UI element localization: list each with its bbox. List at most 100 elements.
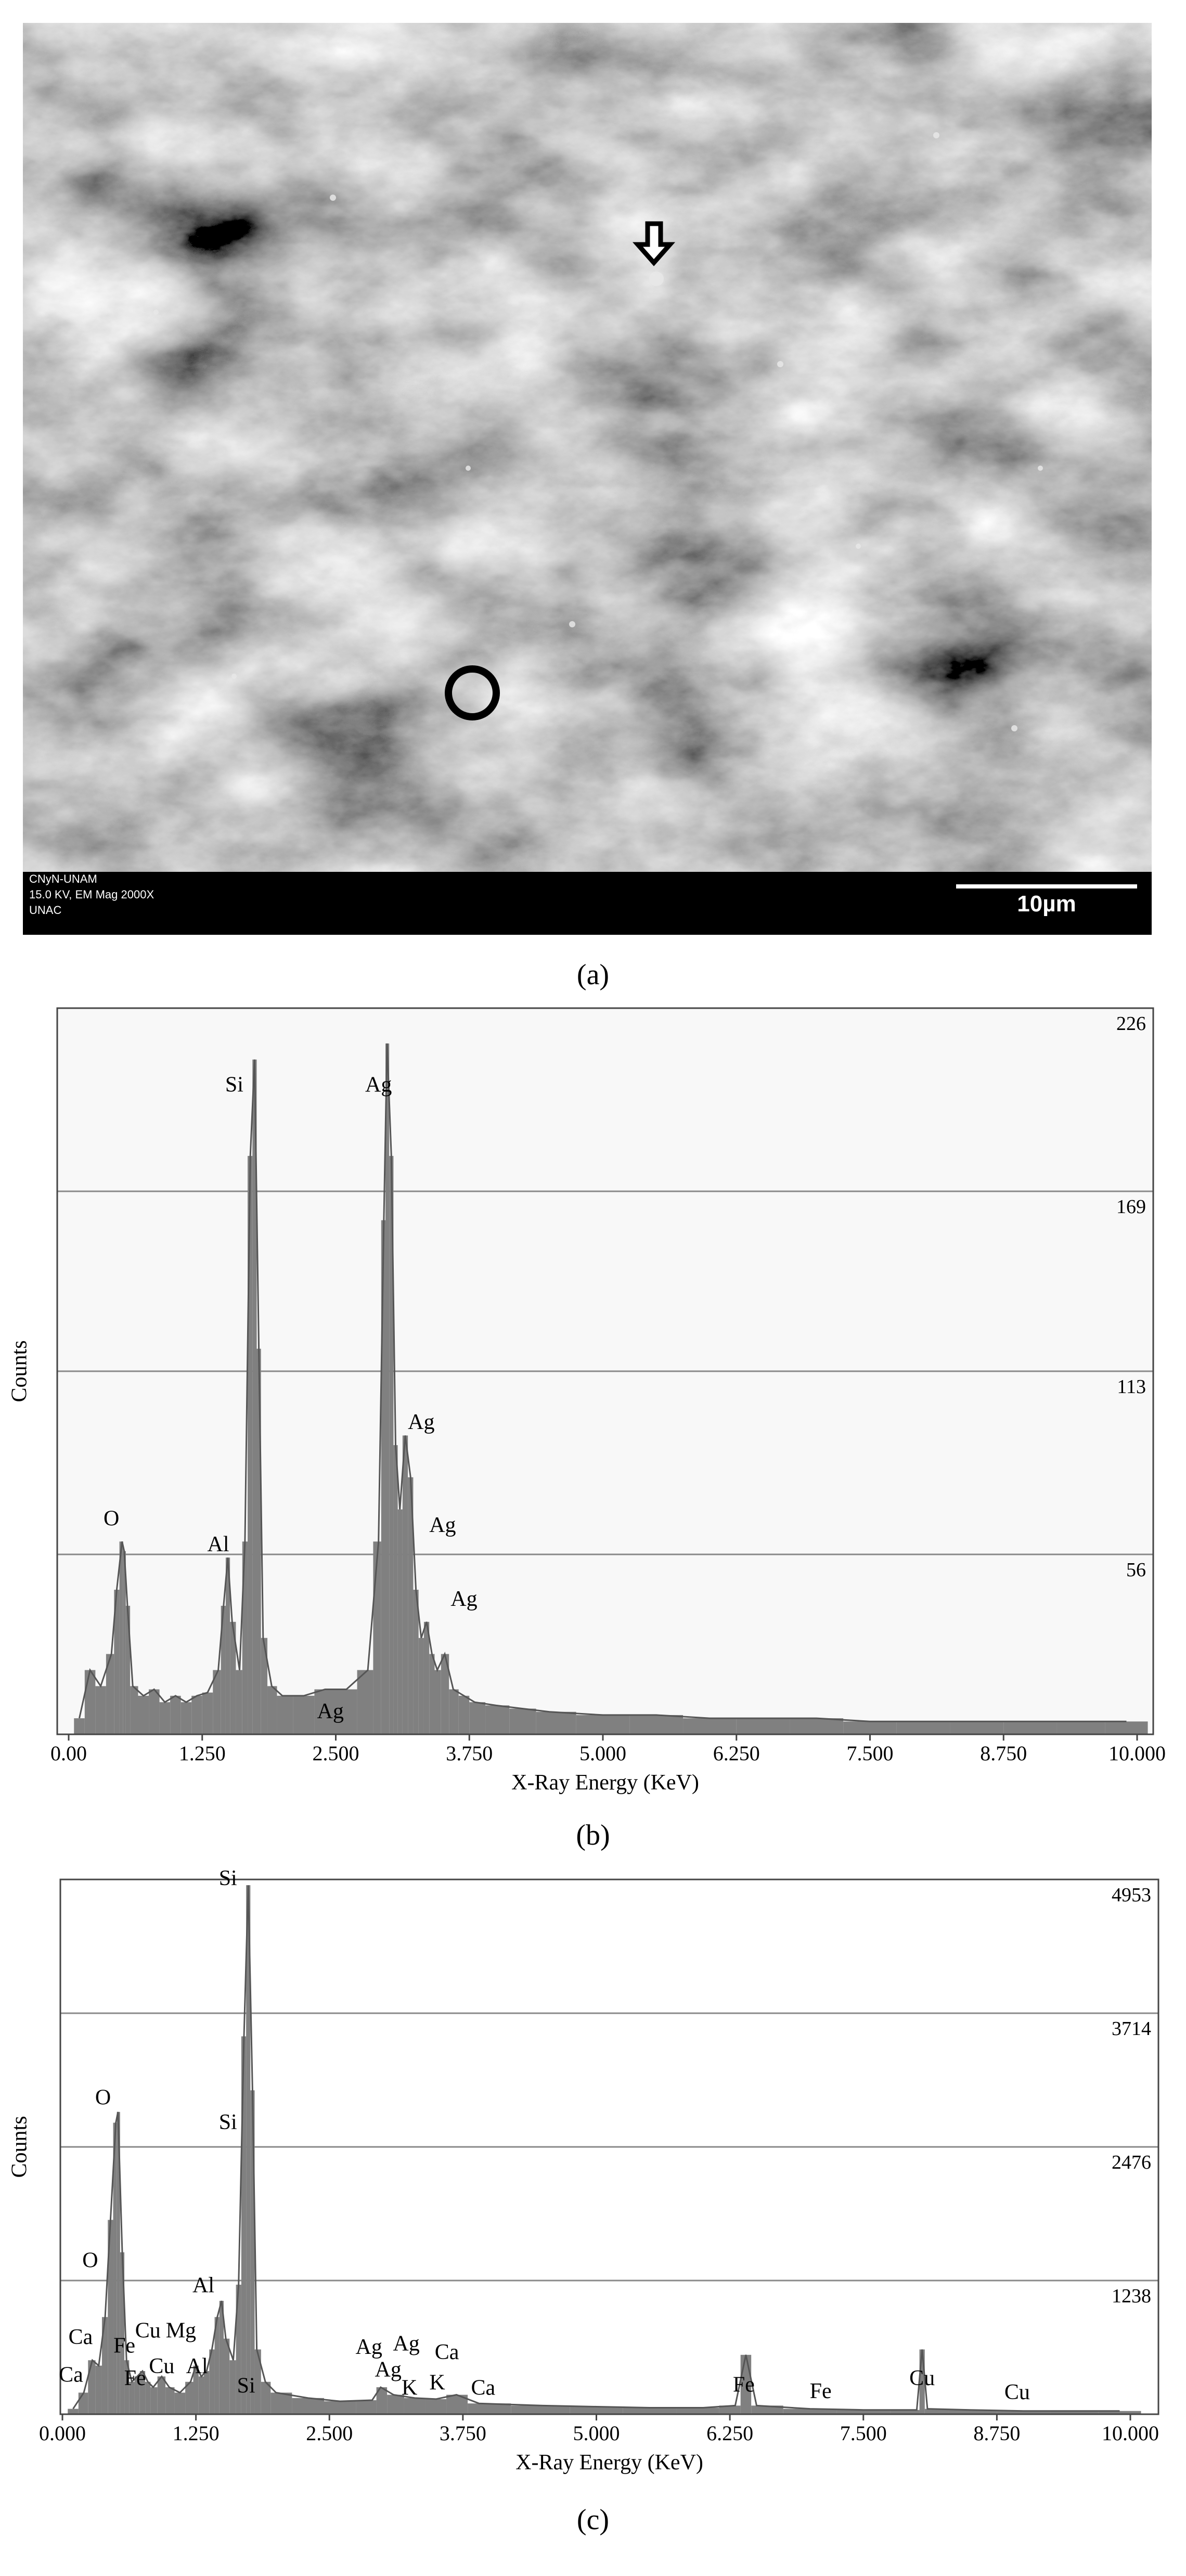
spectrum-bar	[449, 1689, 459, 1734]
peak-label: O	[95, 2085, 111, 2109]
peak-label: Al	[192, 2273, 214, 2297]
spectrum-line	[79, 1043, 1127, 1722]
spectrum-bar	[1105, 1721, 1148, 1734]
spectrum-bar	[376, 2387, 388, 2414]
spectrum-bar	[783, 2408, 837, 2414]
spectrum-bar	[576, 1715, 630, 1734]
sem-footer-text: 15.0 KV, EM Mag 2000X	[29, 888, 154, 901]
x-axis-label: X-Ray Energy (KeV)	[515, 2451, 703, 2475]
x-tick-label: 0.00	[50, 1742, 87, 1765]
peak-label: Si	[225, 1073, 243, 1097]
y-tick-label: 226	[1116, 1013, 1146, 1035]
spectrum-bar	[356, 2400, 377, 2414]
spectrum-bar	[336, 1689, 357, 1734]
spectrum-bar	[106, 1654, 114, 1734]
spectrum-bar	[623, 2407, 677, 2414]
x-tick-label: 5.000	[579, 1742, 626, 1765]
x-tick-label: 8.750	[973, 2422, 1020, 2445]
spectrum-bar	[246, 1885, 251, 2414]
spectrum-bar	[202, 1692, 213, 1734]
spectrum-bar	[224, 2338, 230, 2414]
x-tick-label: 1.250	[173, 2422, 220, 2445]
spectrum-bar	[314, 1689, 336, 1734]
peak-label: Ca	[435, 2340, 459, 2364]
spectrum-bar	[138, 1695, 149, 1734]
spectrum-bar	[397, 1509, 403, 1734]
peak-label: K	[402, 2376, 417, 2400]
plot-frame	[59, 1878, 1159, 2415]
scale-bar-label: 10µm	[1017, 891, 1076, 917]
peak-label: Cu	[149, 2354, 174, 2378]
spectrum-bar	[324, 2401, 356, 2414]
arrow-marker	[633, 221, 675, 266]
spectrum-bar	[170, 1695, 181, 1734]
spectrum-bar	[84, 1670, 96, 1734]
peak-label: Si	[219, 2110, 237, 2134]
spectrum-bar	[1056, 1721, 1105, 1734]
spectrum-bar	[423, 1621, 430, 1734]
spectrum-bar	[277, 1695, 293, 1734]
peak-label: Ag	[450, 1587, 477, 1611]
spectrum-bar	[248, 1156, 253, 1734]
spectrum-bar	[149, 1689, 160, 1734]
sem-texture	[23, 23, 1152, 872]
spectrum-bar	[124, 2360, 130, 2414]
caption: (c)	[577, 2504, 609, 2536]
spectrum-bar	[426, 2399, 447, 2414]
peak-label: Fe	[113, 2334, 135, 2358]
peak-label: Ag	[317, 1699, 344, 1723]
x-tick-label: 3.750	[440, 2422, 486, 2445]
y-axis-label: Counts	[8, 1340, 32, 1402]
spectrum-bar	[418, 1638, 424, 1734]
spectrum-bar	[193, 2365, 199, 2414]
spectrum-bar	[108, 2220, 113, 2414]
spectrum-bar	[174, 2392, 186, 2414]
peak-label: Ca	[471, 2376, 496, 2400]
peak-label: Ag	[408, 1410, 434, 1434]
spectrum-bar	[719, 2405, 741, 2414]
x-tick-label: 8.750	[980, 1742, 1027, 1765]
y-axis-label: Counts	[8, 2116, 32, 2178]
spectrum-bar	[536, 1711, 576, 1734]
peak-label: Cu	[1004, 2380, 1030, 2404]
peak-label: O	[82, 2249, 98, 2273]
spectrum-bar	[78, 2392, 88, 2414]
x-axis-label: X-Ray Energy (KeV)	[511, 1771, 699, 1795]
spectrum-bar	[95, 1686, 106, 1734]
spectrum-bar	[159, 1702, 171, 1734]
spectrum-bar	[292, 2398, 324, 2414]
spectrum-bar	[843, 1721, 897, 1734]
spectrum-bar	[267, 1686, 277, 1734]
spectrum-bar	[468, 2403, 511, 2414]
spectrum-bar	[117, 2111, 120, 2414]
spectrum-bar	[1050, 2411, 1099, 2414]
x-tick-label: 7.500	[840, 2422, 887, 2445]
spectrum-bar	[387, 2394, 404, 2414]
spectrum-bar	[139, 2371, 146, 2414]
spectrum-bar	[950, 1721, 1004, 1734]
peak-label: Mg	[166, 2319, 196, 2343]
spectrum-bar	[924, 2408, 949, 2414]
spectrum-bar	[919, 2349, 925, 2414]
x-tick-label: 2.500	[313, 1742, 359, 1765]
y-tick-label: 4953	[1112, 1884, 1151, 1906]
spectrum-bar	[213, 1670, 221, 1734]
peak-label: Fe	[733, 2373, 755, 2397]
spectrum-bar	[441, 1654, 449, 1734]
spectrum-bar	[185, 2381, 194, 2414]
spectrum-bar	[373, 1541, 381, 1734]
x-tick-label: 5.000	[573, 2422, 620, 2445]
peak-label: Ag	[393, 2332, 419, 2356]
spectrum-bar	[236, 1670, 242, 1734]
spectrum-line	[72, 1885, 1120, 2412]
spectrum-bar	[198, 2376, 204, 2414]
x-tick-label: 7.500	[847, 1742, 894, 1765]
spectrum-bar	[997, 2411, 1051, 2414]
spectrum-bar	[1098, 2411, 1141, 2414]
peak-label: Si	[219, 1866, 237, 1890]
x-tick-label: 3.750	[446, 1742, 493, 1765]
spectrum-bar	[751, 2405, 783, 2414]
y-tick-label: 56	[1126, 1559, 1146, 1581]
spectrum-bar	[458, 1695, 470, 1734]
